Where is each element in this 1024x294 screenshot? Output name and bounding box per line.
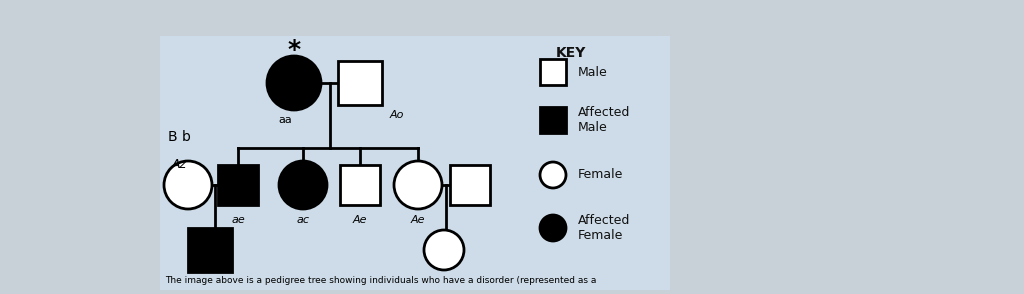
Text: The image above is a pedigree tree showing individuals who have a disorder (repr: The image above is a pedigree tree showi… — [165, 276, 596, 285]
Bar — [188, 228, 232, 272]
Text: ae: ae — [231, 215, 245, 225]
Text: B b: B b — [168, 130, 190, 144]
Bar — [338, 61, 382, 105]
Text: Ao: Ao — [390, 110, 404, 120]
Text: Affected
Male: Affected Male — [578, 106, 631, 134]
Circle shape — [540, 162, 566, 188]
Text: *: * — [288, 38, 301, 62]
Circle shape — [424, 230, 464, 270]
Bar — [160, 36, 670, 290]
Text: Ae: Ae — [352, 215, 368, 225]
Bar — [540, 107, 566, 133]
Text: Az: Az — [172, 158, 187, 171]
Text: Male: Male — [578, 66, 608, 78]
Circle shape — [394, 161, 442, 209]
Bar — [218, 165, 258, 205]
Bar — [340, 165, 380, 205]
Text: Female: Female — [578, 168, 624, 181]
Circle shape — [267, 56, 321, 110]
Circle shape — [164, 161, 212, 209]
Text: ac: ac — [297, 215, 309, 225]
Circle shape — [540, 215, 566, 241]
Text: Affected
Female: Affected Female — [578, 214, 631, 242]
Bar — [540, 59, 566, 85]
Text: KEY: KEY — [556, 46, 586, 60]
Bar — [450, 165, 490, 205]
Text: aa: aa — [279, 115, 292, 125]
Circle shape — [279, 161, 327, 209]
Text: Ae: Ae — [411, 215, 425, 225]
